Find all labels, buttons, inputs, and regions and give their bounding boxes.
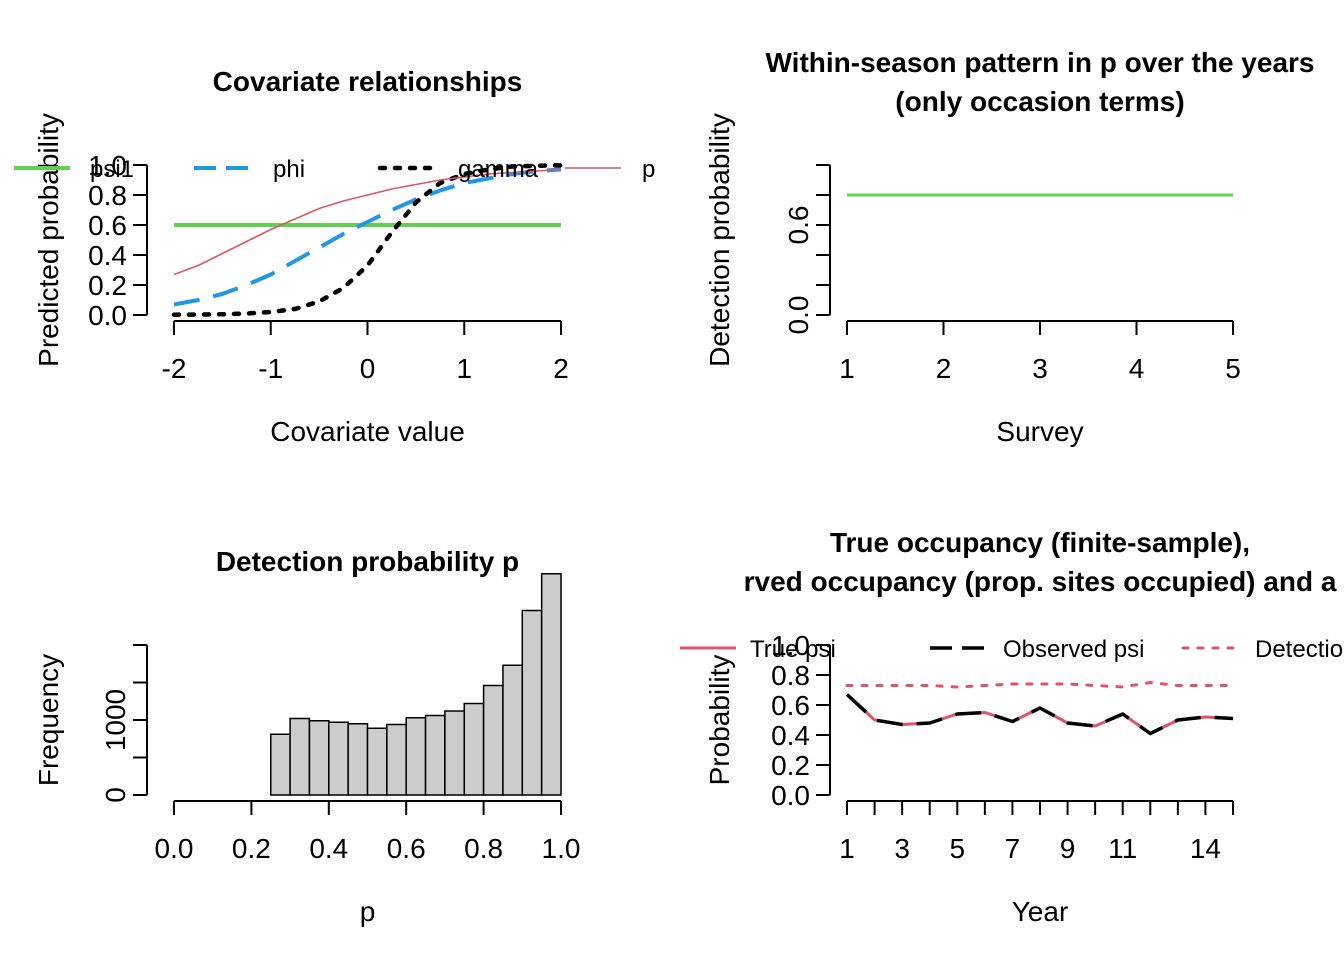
y-tick-label: 0.6 [88,210,127,241]
panel-covariate: Covariate relationships Covariate value Pr… [14,66,655,447]
x-tick-label: 9 [1060,833,1076,864]
histogram-bar [347,723,369,796]
x-tick-label: -2 [162,353,187,384]
legend-label: phi [273,156,305,183]
histogram-bar [482,684,504,796]
y-axis-label: Frequency [33,654,64,786]
histogram-bar [463,702,485,796]
x-tick-label: 11 [1108,833,1137,864]
x-tick-label: 5 [949,833,965,864]
histogram-bar [386,723,407,796]
histogram-bar [308,720,330,796]
chart-title: Covariate relationships [213,66,523,97]
y-tick-label: 1.0 [771,630,810,661]
panel-occupancy: True occupancy (finite-sample), rved occu… [680,527,1344,927]
x-tick-label: 14 [1190,833,1221,864]
x-axis-label: Survey [996,416,1083,447]
legend-label: gamma [458,156,539,183]
y-tick-label: 0 [100,787,131,803]
y-tick-label: 0.8 [88,180,127,211]
histogram-bar [424,714,446,796]
x-tick-label: 2 [553,353,569,384]
y-tick-label: 0.0 [783,296,814,335]
chart-title: (only occasion terms) [895,86,1184,117]
legend-label: psi1 [90,156,134,183]
x-axis-label: Year [1012,896,1069,927]
y-axis-label: Predicted probability [33,113,64,367]
y-axis-label: Probability [704,655,735,786]
x-tick-label: 2 [936,353,952,384]
histogram-bar [405,717,427,796]
x-axis-label: Covariate value [270,416,465,447]
histogram-bar [502,664,524,796]
y-tick-label: 0.2 [771,750,810,781]
series-line-observed-psi [845,693,1234,736]
y-tick-label: 0.2 [88,270,127,301]
x-tick-label: 5 [1225,353,1241,384]
histogram-bar [289,717,311,796]
histogram-bar [270,733,291,796]
histogram-bar [521,609,543,796]
series-line-p [173,168,562,276]
y-tick-label: 0.0 [88,300,127,331]
x-tick-label: 0.6 [387,833,426,864]
x-axis-label: p [360,896,376,927]
legend-label: Detection [1255,636,1344,663]
x-tick-label: 0.4 [309,833,348,864]
x-tick-label: 0.0 [155,833,194,864]
panel-histogram: Detection probability p p Frequency 0.0 0.2 0… [33,546,580,927]
y-tick-label: 0.0 [771,780,810,811]
y-tick-label: 1.0 [88,150,127,181]
y-axis-label: Detection probability [704,113,735,367]
y-tick-label: 0.6 [771,690,810,721]
x-tick-label: 0.8 [464,833,503,864]
x-tick-label: -1 [258,353,283,384]
x-tick-label: 1 [456,353,472,384]
chart-title: True occupancy (finite-sample), [830,527,1250,558]
series-line-phi [173,167,562,307]
histogram-bar [328,721,349,796]
x-tick-label: 1.0 [542,833,581,864]
y-tick-label: 0.4 [88,240,127,271]
histogram-bar [366,727,388,796]
y-tick-label: 1000 [100,689,131,751]
series-line-gamma [171,163,564,317]
y-tick-label: 0.6 [783,206,814,245]
legend-label: p [642,156,655,183]
y-tick-label: 0.4 [771,720,810,751]
x-tick-label: 1 [839,353,855,384]
panel-within-season: Within-season pattern in p over the year… [704,47,1314,447]
legend-label: True psi [750,636,836,663]
chart-title: Within-season pattern in p over the year… [766,47,1315,78]
histogram-bar [540,573,562,796]
x-tick-label: 0 [360,353,376,384]
x-tick-label: 1 [839,833,855,864]
x-tick-label: 3 [894,833,910,864]
legend-label: Observed psi [1003,636,1144,663]
histogram-bar [444,710,465,796]
chart-title: Detection probability p [216,546,519,577]
x-tick-label: 0.2 [232,833,271,864]
chart-title: rved occupancy (prop. sites occupied) an… [744,566,1337,597]
series-line-detection [845,681,1235,689]
y-tick-label: 0.8 [771,660,810,691]
x-tick-label: 7 [1005,833,1021,864]
x-tick-label: 4 [1129,353,1145,384]
x-tick-label: 3 [1032,353,1048,384]
